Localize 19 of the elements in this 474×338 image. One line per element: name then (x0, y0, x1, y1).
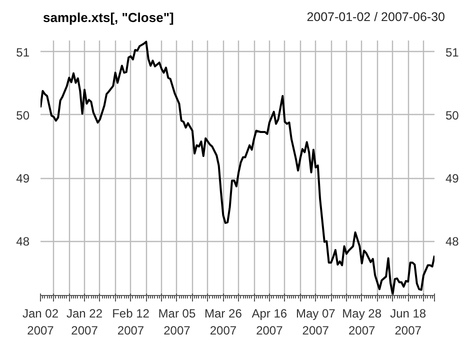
y2-tick-label: 51 (446, 45, 460, 60)
y-tick-label: 48 (16, 234, 30, 249)
y-tick-label: 50 (16, 108, 30, 122)
chart-subtitle: 2007-01-02 / 2007-06-30 (306, 9, 445, 26)
x-tick-label: Jan 22 2007 (66, 306, 103, 338)
chart-title: sample.xts[, "Close"] (43, 9, 174, 27)
x-tick-label: Feb 12 2007 (112, 306, 150, 338)
x-tick-label: Jan 02 2007 (22, 306, 59, 338)
x-tick-label: May 07 2007 (296, 306, 336, 338)
y-tick-label: 49 (16, 172, 30, 186)
y2-tick-label: 50 (446, 108, 460, 122)
x-tick-label: Mar 05 2007 (158, 306, 196, 338)
y2-tick-label: 48 (446, 234, 460, 249)
x-tick-label: Apr 16 2007 (252, 306, 288, 338)
y-tick-label: 51 (16, 45, 30, 60)
y2-tick-label: 49 (446, 172, 460, 186)
x-tick-label: Mar 26 2007 (204, 306, 242, 338)
x-tick-label: May 28 2007 (342, 306, 382, 338)
x-tick-label: Jun 18 2007 (390, 306, 426, 338)
